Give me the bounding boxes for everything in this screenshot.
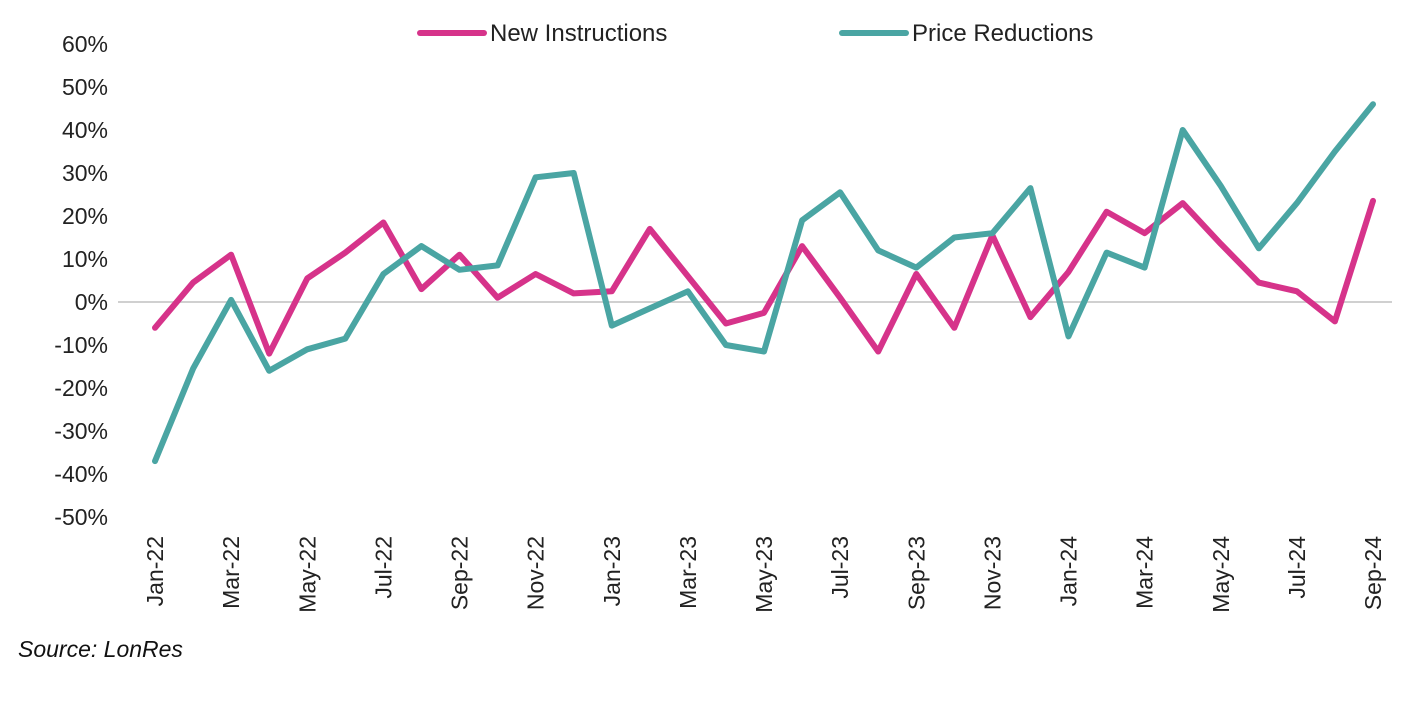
series-lines: [152, 101, 1376, 465]
x-tick-label: Jul-23: [827, 536, 853, 599]
y-tick-label: -20%: [54, 375, 108, 401]
x-tick-label: Jan-24: [1056, 536, 1082, 607]
series-line-price-reductions: [152, 101, 1376, 465]
x-tick-label: Mar-22: [218, 536, 244, 609]
x-tick-label: Jul-22: [370, 536, 396, 599]
source-note: Source: LonRes: [18, 636, 183, 662]
y-tick-label: 0%: [75, 289, 108, 315]
x-tick-label: May-23: [751, 536, 777, 613]
x-tick-label: Nov-22: [523, 536, 549, 610]
y-tick-label: 10%: [62, 246, 108, 272]
y-tick-label: 60%: [62, 31, 108, 57]
x-tick-label: Jan-22: [142, 536, 168, 606]
y-tick-label: 30%: [62, 160, 108, 186]
y-tick-label: -50%: [54, 504, 108, 530]
y-tick-label: -40%: [54, 461, 108, 487]
series-line-new-instructions: [152, 197, 1376, 357]
x-tick-label: Jul-24: [1284, 536, 1310, 599]
x-tick-label: Mar-23: [675, 536, 701, 609]
y-tick-label: 40%: [62, 117, 108, 143]
x-tick-label: Sep-23: [903, 536, 929, 610]
y-tick-label: 50%: [62, 74, 108, 100]
x-tick-label: Sep-22: [447, 536, 473, 610]
x-tick-label: Nov-23: [979, 536, 1005, 610]
legend-label: New Instructions: [490, 20, 667, 47]
x-tick-label: May-24: [1208, 536, 1234, 613]
y-tick-label: 20%: [62, 203, 108, 229]
x-tick-label: Sep-24: [1360, 536, 1386, 610]
y-tick-label: -10%: [54, 332, 108, 358]
x-tick-label: Mar-24: [1132, 536, 1158, 609]
y-axis: -50% -40% -30% -20% -10% 0% 10% 20% 30% 40% 50% 60%: [54, 31, 108, 530]
x-axis: Jan-22 Mar-22 May-22 Jul-22 Sep-22 Nov-22 Jan-…: [142, 536, 1386, 613]
chart-legend: New Instructions Price Reductions: [417, 20, 1093, 47]
x-tick-label: Jan-23: [599, 536, 625, 606]
legend-label: Price Reductions: [912, 20, 1093, 47]
y-tick-label: -30%: [54, 418, 108, 444]
x-tick-label: May-22: [294, 536, 320, 613]
